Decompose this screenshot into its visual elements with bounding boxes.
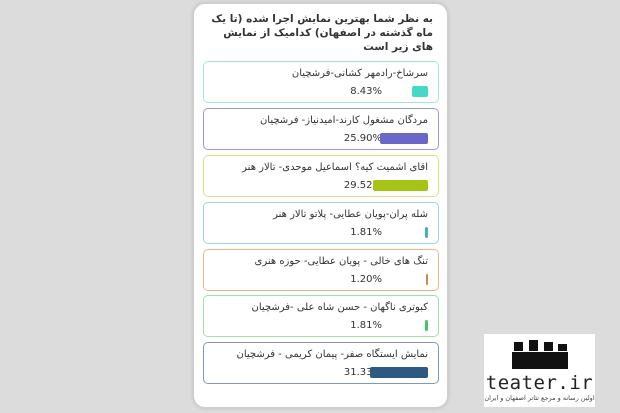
poll-option[interactable]: شله پران-پویان عطایی- پلاتو تالار هنر 1.…: [203, 202, 439, 244]
poll-option-bar-track: [370, 320, 428, 331]
poll-option[interactable]: کبوتری ناگهان - حسن شاه علی -فرشچیان 1.8…: [203, 295, 439, 337]
poll-option-percent: 8.43%: [350, 86, 382, 97]
teater-logo: teater.ir اولین رسانه و مرجع تئاتر اصفها…: [484, 334, 595, 407]
poll-option-label: شله پران-پویان عطایی- پلاتو تالار هنر: [273, 209, 428, 220]
poll-option-bar: [373, 180, 428, 191]
poll-option-label: مردگان مشغول کارند-امیدنیاز- فرشچیان: [259, 115, 428, 126]
poll-question: به نظر شما بهترین نمایش اجرا شده (تا یک …: [211, 13, 433, 53]
poll-option-bar-track: [370, 133, 428, 144]
poll-option[interactable]: نمایش ایستگاه صفر- پیمان کریمی - فرشچیان…: [203, 342, 439, 384]
poll-option-label: سرشاخ-رادمهر کشانی-فرشچیان: [291, 68, 428, 79]
poll-option-bar: [412, 86, 428, 97]
poll-option-label: تنگ های خالی - پویان عطایی- حوزه هنری: [254, 256, 429, 267]
poll-option[interactable]: سرشاخ-رادمهر کشانی-فرشچیان 8.43%: [203, 61, 439, 103]
poll-option-bar: [370, 367, 428, 378]
poll-option-bar: [425, 227, 428, 238]
poll-option-label: اقای اشمیت کیه؟ اسماعیل موحدی- تالار هنر: [242, 162, 428, 173]
poll-option-bar-track: [370, 86, 428, 97]
poll-option-percent: 1.81%: [350, 227, 382, 238]
logo-wordmark: teater.ir: [485, 372, 594, 394]
poll-option-percent: 1.20%: [350, 274, 382, 285]
poll-option-bar-track: [370, 227, 428, 238]
poll-option-label: نمایش ایستگاه صفر- پیمان کریمی - فرشچیان: [236, 349, 429, 360]
poll-option-bar: [426, 274, 428, 285]
poll-widget: به نظر شما بهترین نمایش اجرا شده (تا یک …: [193, 3, 448, 408]
poll-option[interactable]: اقای اشمیت کیه؟ اسماعیل موحدی- تالار هنر…: [203, 155, 439, 197]
poll-option-bar-track: [370, 180, 428, 191]
poll-option-bar: [425, 320, 428, 331]
poll-option[interactable]: تنگ های خالی - پویان عطایی- حوزه هنری 1.…: [203, 249, 439, 291]
poll-option-percent: 31.33%: [343, 367, 382, 378]
poll-option-bar-track: [370, 274, 428, 285]
clapperboard-logo-icon: [512, 340, 568, 369]
poll-option-bar-track: [370, 367, 428, 378]
poll-option-percent: 25.90%: [343, 133, 382, 144]
poll-option-label: کبوتری ناگهان - حسن شاه علی -فرشچیان: [251, 302, 428, 313]
poll-option-bar: [380, 133, 428, 144]
poll-option-percent: 29.52%: [343, 180, 382, 191]
logo-tagline: اولین رسانه و مرجع تئاتر اصفهان و ایران: [484, 394, 595, 402]
poll-option-percent: 1.81%: [350, 320, 382, 331]
poll-option[interactable]: مردگان مشغول کارند-امیدنیاز- فرشچیان 25.…: [203, 108, 439, 150]
